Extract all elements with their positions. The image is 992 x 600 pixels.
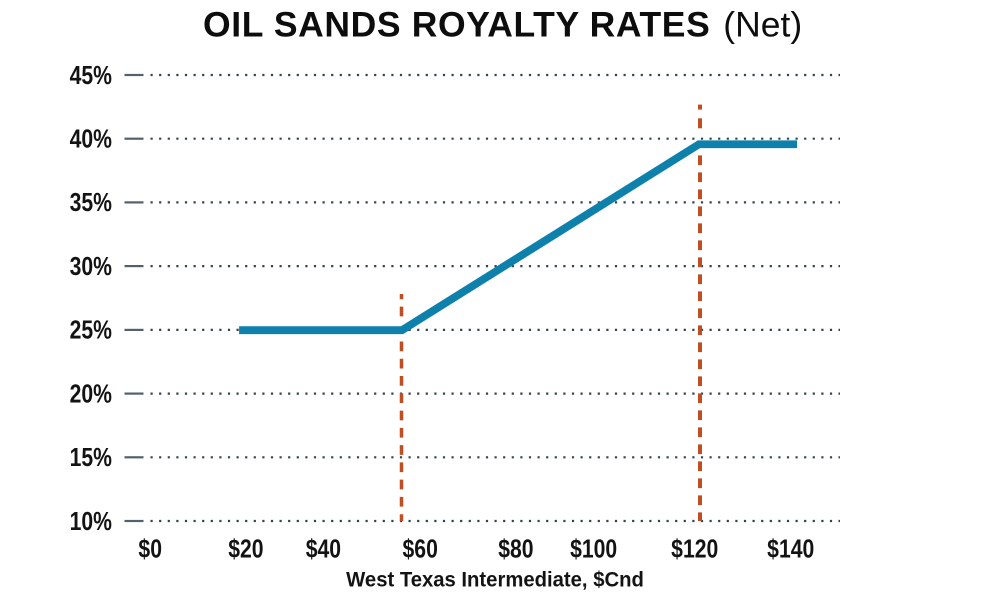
svg-text:West Texas Intermediate, $Cnd: West Texas Intermediate, $Cnd xyxy=(346,568,644,591)
svg-text:$60: $60 xyxy=(403,535,438,563)
svg-text:$100: $100 xyxy=(570,535,617,563)
svg-text:45%: 45% xyxy=(70,61,112,89)
svg-text:30%: 30% xyxy=(70,252,112,280)
svg-text:$120: $120 xyxy=(671,535,718,563)
svg-text:$0: $0 xyxy=(138,535,162,563)
svg-text:15%: 15% xyxy=(70,443,112,471)
svg-text:$40: $40 xyxy=(306,535,341,563)
svg-text:$80: $80 xyxy=(498,535,533,563)
svg-text:$140: $140 xyxy=(767,535,814,563)
svg-text:35%: 35% xyxy=(70,188,112,216)
svg-text:40%: 40% xyxy=(70,125,112,153)
svg-text:OIL SANDS ROYALTY RATES: OIL SANDS ROYALTY RATES xyxy=(203,4,710,44)
svg-text:10%: 10% xyxy=(70,507,112,535)
svg-text:20%: 20% xyxy=(70,380,112,408)
svg-text:$20: $20 xyxy=(228,535,263,563)
svg-text:(Net): (Net) xyxy=(723,4,802,44)
svg-text:25%: 25% xyxy=(70,316,112,344)
